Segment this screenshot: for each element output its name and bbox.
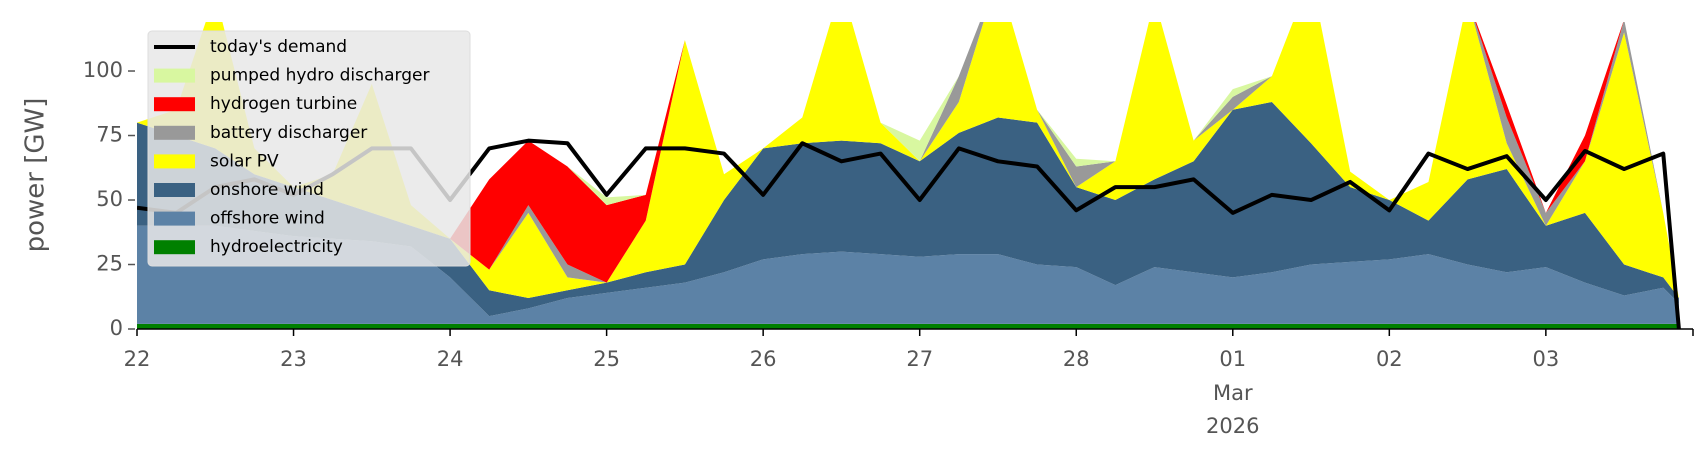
x-tick-label: 27: [906, 347, 933, 371]
y-tick-label: 50: [96, 187, 123, 211]
legend-patch: [154, 183, 195, 197]
x-tick-label: 26: [750, 347, 777, 371]
legend-label: offshore wind: [210, 209, 325, 229]
x-tick-label: 03: [1532, 347, 1559, 371]
x-tick-label: 22: [124, 347, 151, 371]
plot-area: [137, 22, 1681, 329]
x-tick-label: 24: [437, 347, 464, 371]
legend-patch: [154, 154, 195, 169]
x-tick-label: 25: [593, 347, 620, 371]
legend-label: hydrogen turbine: [210, 94, 357, 114]
y-axis-label: power [GW]: [21, 98, 51, 253]
x-tick-label: 02: [1376, 347, 1403, 371]
area: [137, 323, 1679, 329]
x-tick-label: 01: [1219, 347, 1246, 371]
legend-label: onshore wind: [210, 180, 324, 200]
legend-patch: [154, 240, 195, 255]
legend-label: pumped hydro discharger: [210, 66, 429, 86]
legend-label: solar PV: [210, 151, 279, 171]
area: [137, 22, 1679, 299]
legend-patch: [154, 125, 195, 140]
y-tick-label: 0: [110, 316, 123, 340]
x-tick-sublabel: Mar: [1213, 381, 1253, 405]
x-tick-label: 23: [280, 347, 307, 371]
legend-box: [147, 30, 471, 267]
legend-patch: [154, 97, 195, 112]
legend-label: battery discharger: [210, 123, 367, 143]
legend-patch: [154, 211, 195, 226]
legend-label: hydroelectricity: [210, 237, 343, 257]
area: [137, 225, 1679, 324]
x-tick-label: 28: [1063, 347, 1090, 371]
legend-patch: [154, 68, 195, 83]
y-tick-label: 100: [83, 58, 123, 82]
area: [137, 101, 1679, 317]
y-tick-label: 75: [96, 123, 123, 147]
legend-label: today's demand: [210, 37, 347, 57]
y-tick-label: 25: [96, 252, 123, 276]
x-tick-sublabel: 2026: [1206, 414, 1259, 438]
